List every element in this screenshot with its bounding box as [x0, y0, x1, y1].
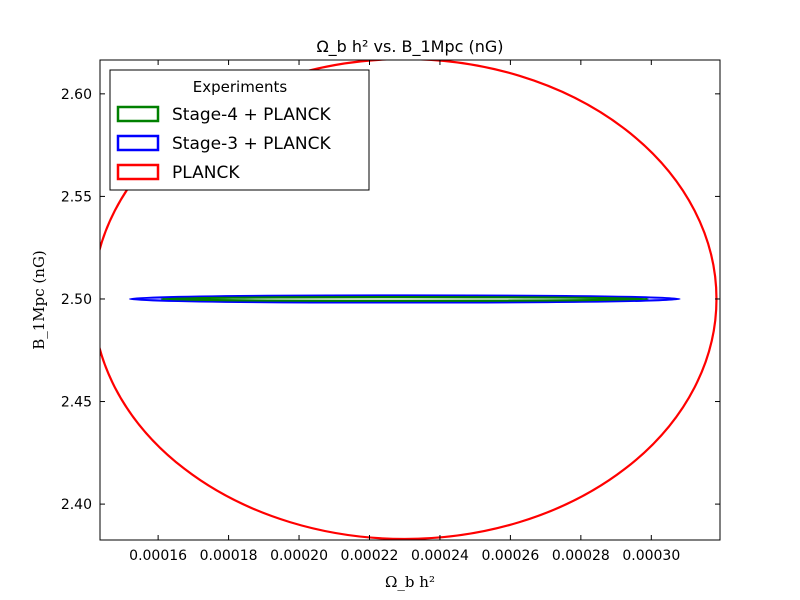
legend-label: Stage-3 + PLANCK — [172, 134, 331, 154]
y-tick-label: 2.50 — [61, 292, 92, 308]
y-axis-label: B_1Mpc (nG) — [30, 250, 48, 350]
axes-frame — [99, 59, 721, 541]
legend-swatch — [116, 163, 160, 181]
series-ellipse-1 — [128, 294, 681, 304]
y-tick-label: 2.60 — [61, 87, 92, 103]
ticks-layer: 0.00016 0.00018 0.00020 0.00022 0.00024 0.000… — [61, 60, 720, 564]
series-ellipse-0 — [160, 296, 649, 302]
x-axis-label: Ω_b h² — [385, 573, 435, 591]
legend-swatch — [116, 134, 160, 152]
legend-swatch — [116, 105, 160, 123]
x-tick-label: 0.00026 — [481, 548, 539, 564]
chart-title: Ω_b h² vs. B_1Mpc (nG) — [316, 37, 503, 57]
x-tick-label: 0.00024 — [411, 548, 469, 564]
x-tick-label: 0.00020 — [270, 548, 328, 564]
legend: Experiments Stage-4 + PLANCK Stage-3 + PL… — [109, 69, 370, 191]
x-tick-label: 0.00016 — [129, 548, 187, 564]
x-tick-label: 0.00028 — [552, 548, 610, 564]
x-tick-label: 0.00022 — [341, 548, 399, 564]
legend-entry-1: Stage-3 + PLANCK — [116, 134, 331, 154]
y-tick-label: 2.45 — [61, 395, 92, 411]
x-tick-label: 0.00018 — [200, 548, 258, 564]
y-tick-label: 2.40 — [61, 497, 92, 513]
legend-box — [109, 69, 370, 191]
legend-entry-2: PLANCK — [116, 163, 240, 183]
legend-entries: Stage-4 + PLANCK Stage-3 + PLANCK PLANCK — [116, 105, 331, 183]
legend-entry-0: Stage-4 + PLANCK — [116, 105, 331, 125]
x-tick-label: 0.00030 — [622, 548, 680, 564]
legend-label: Stage-4 + PLANCK — [172, 105, 331, 125]
legend-label: PLANCK — [172, 163, 240, 183]
y-tick-label: 2.55 — [61, 189, 92, 205]
legend-title: Experiments — [193, 78, 288, 96]
